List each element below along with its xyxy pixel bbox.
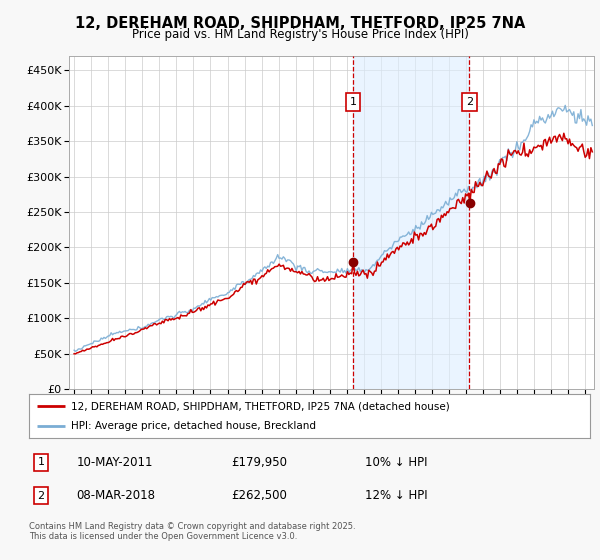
Text: 12, DEREHAM ROAD, SHIPDHAM, THETFORD, IP25 7NA: 12, DEREHAM ROAD, SHIPDHAM, THETFORD, IP… <box>75 16 525 31</box>
Bar <box>353 56 469 389</box>
Text: 10% ↓ HPI: 10% ↓ HPI <box>365 456 428 469</box>
Text: 1: 1 <box>38 458 44 468</box>
Text: HPI: Average price, detached house, Breckland: HPI: Average price, detached house, Brec… <box>71 421 316 431</box>
Text: 08-MAR-2018: 08-MAR-2018 <box>76 489 155 502</box>
Text: Contains HM Land Registry data © Crown copyright and database right 2025.
This d: Contains HM Land Registry data © Crown c… <box>29 522 355 542</box>
Text: 10-MAY-2011: 10-MAY-2011 <box>76 456 153 469</box>
Text: 12% ↓ HPI: 12% ↓ HPI <box>365 489 428 502</box>
Text: £262,500: £262,500 <box>231 489 287 502</box>
Text: £179,950: £179,950 <box>231 456 287 469</box>
Text: 12, DEREHAM ROAD, SHIPDHAM, THETFORD, IP25 7NA (detached house): 12, DEREHAM ROAD, SHIPDHAM, THETFORD, IP… <box>71 401 449 411</box>
Text: 2: 2 <box>466 97 473 107</box>
Text: 2: 2 <box>38 491 45 501</box>
Text: Price paid vs. HM Land Registry's House Price Index (HPI): Price paid vs. HM Land Registry's House … <box>131 28 469 41</box>
Text: 1: 1 <box>349 97 356 107</box>
